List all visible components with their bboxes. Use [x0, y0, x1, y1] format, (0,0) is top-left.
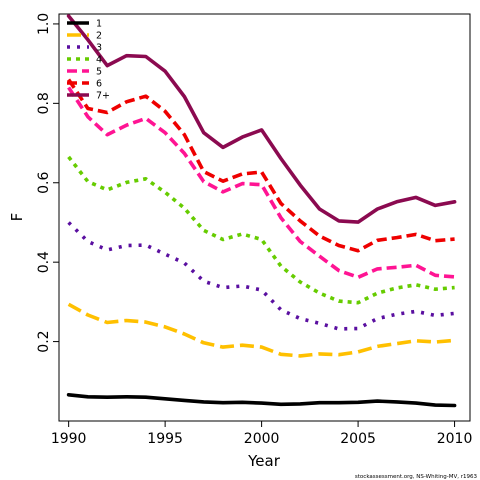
y-tick-label: 0.6: [36, 172, 52, 194]
legend-label: 7+: [96, 91, 110, 102]
x-tick-label: 1995: [147, 431, 183, 447]
y-axis: 0.2 0.4 0.6 0.8 1.0: [36, 13, 59, 353]
plot-frame: [58, 13, 471, 422]
y-tick-label: 0.2: [36, 330, 52, 352]
series-line-5: [67, 86, 455, 280]
x-axis-title: Year: [247, 452, 281, 470]
legend-label: 6: [96, 79, 102, 90]
y-tick-label: 0.8: [36, 92, 52, 114]
series-line-1: [66, 392, 457, 408]
legend-label: 3: [96, 43, 102, 54]
x-tick-label: 2010: [437, 431, 473, 447]
x-axis: 1990 1995 2000 2005 2010: [51, 421, 473, 447]
x-tick-label: 1990: [51, 431, 87, 447]
series-line-7plus: [66, 14, 457, 224]
series-line-2: [67, 302, 455, 358]
series-layer: [66, 14, 457, 408]
y-tick-label: 0.4: [36, 251, 52, 273]
legend-label: 4: [96, 55, 102, 66]
series-line-4: [67, 155, 455, 305]
x-tick-label: 2000: [244, 431, 280, 447]
legend-label: 5: [96, 67, 102, 78]
credit-text: stockassessment.org, NS-Whiting-MV, r196…: [355, 474, 478, 480]
x-tick-label: 2005: [340, 431, 376, 447]
legend-label: 1: [96, 19, 102, 30]
series-line-6: [67, 78, 455, 253]
legend-label: 2: [96, 31, 102, 42]
y-axis-title: F: [8, 213, 26, 222]
y-tick-label: 1.0: [36, 13, 52, 35]
